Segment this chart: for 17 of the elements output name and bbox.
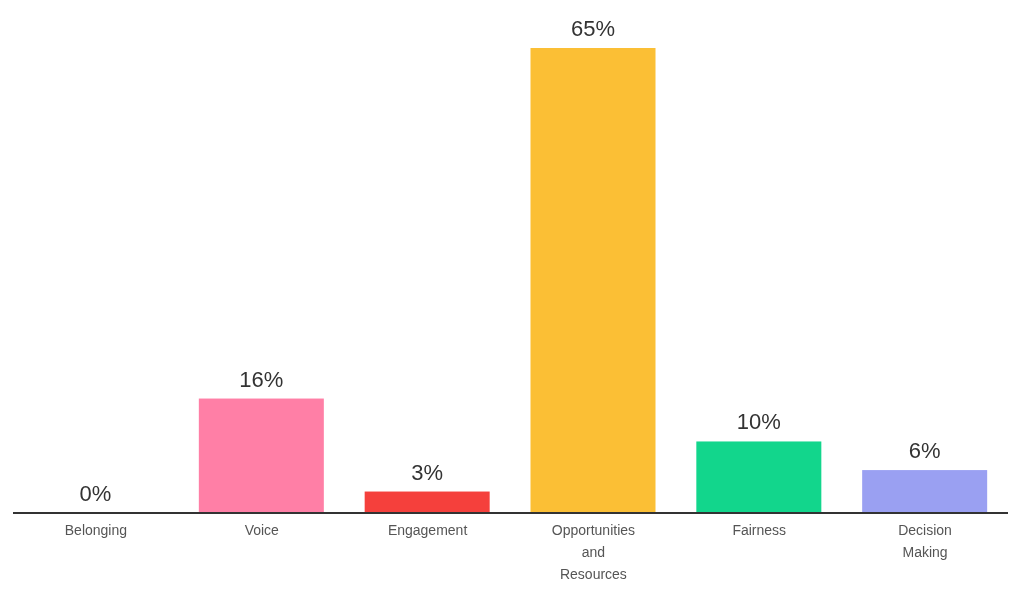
data-label: 3% — [411, 459, 444, 485]
data-label: 16% — [239, 366, 284, 392]
data-label: 0% — [79, 481, 112, 506]
x-tick-label: Engagement — [387, 522, 468, 538]
x-tick-label: Opportunities and Resources — [551, 522, 636, 582]
x-tick-label: Belonging — [64, 522, 128, 538]
bar — [862, 470, 988, 513]
data-label: 65% — [570, 16, 616, 41]
x-tick-label: Fairness — [732, 522, 787, 538]
bar — [364, 491, 490, 513]
bar — [696, 441, 822, 513]
x-tick-label: Voice — [244, 522, 280, 538]
data-label: 6% — [908, 438, 941, 464]
bar — [530, 48, 656, 513]
bar — [198, 398, 324, 513]
x-tick-label: Decision Making — [898, 522, 952, 560]
data-label: 10% — [736, 409, 781, 435]
